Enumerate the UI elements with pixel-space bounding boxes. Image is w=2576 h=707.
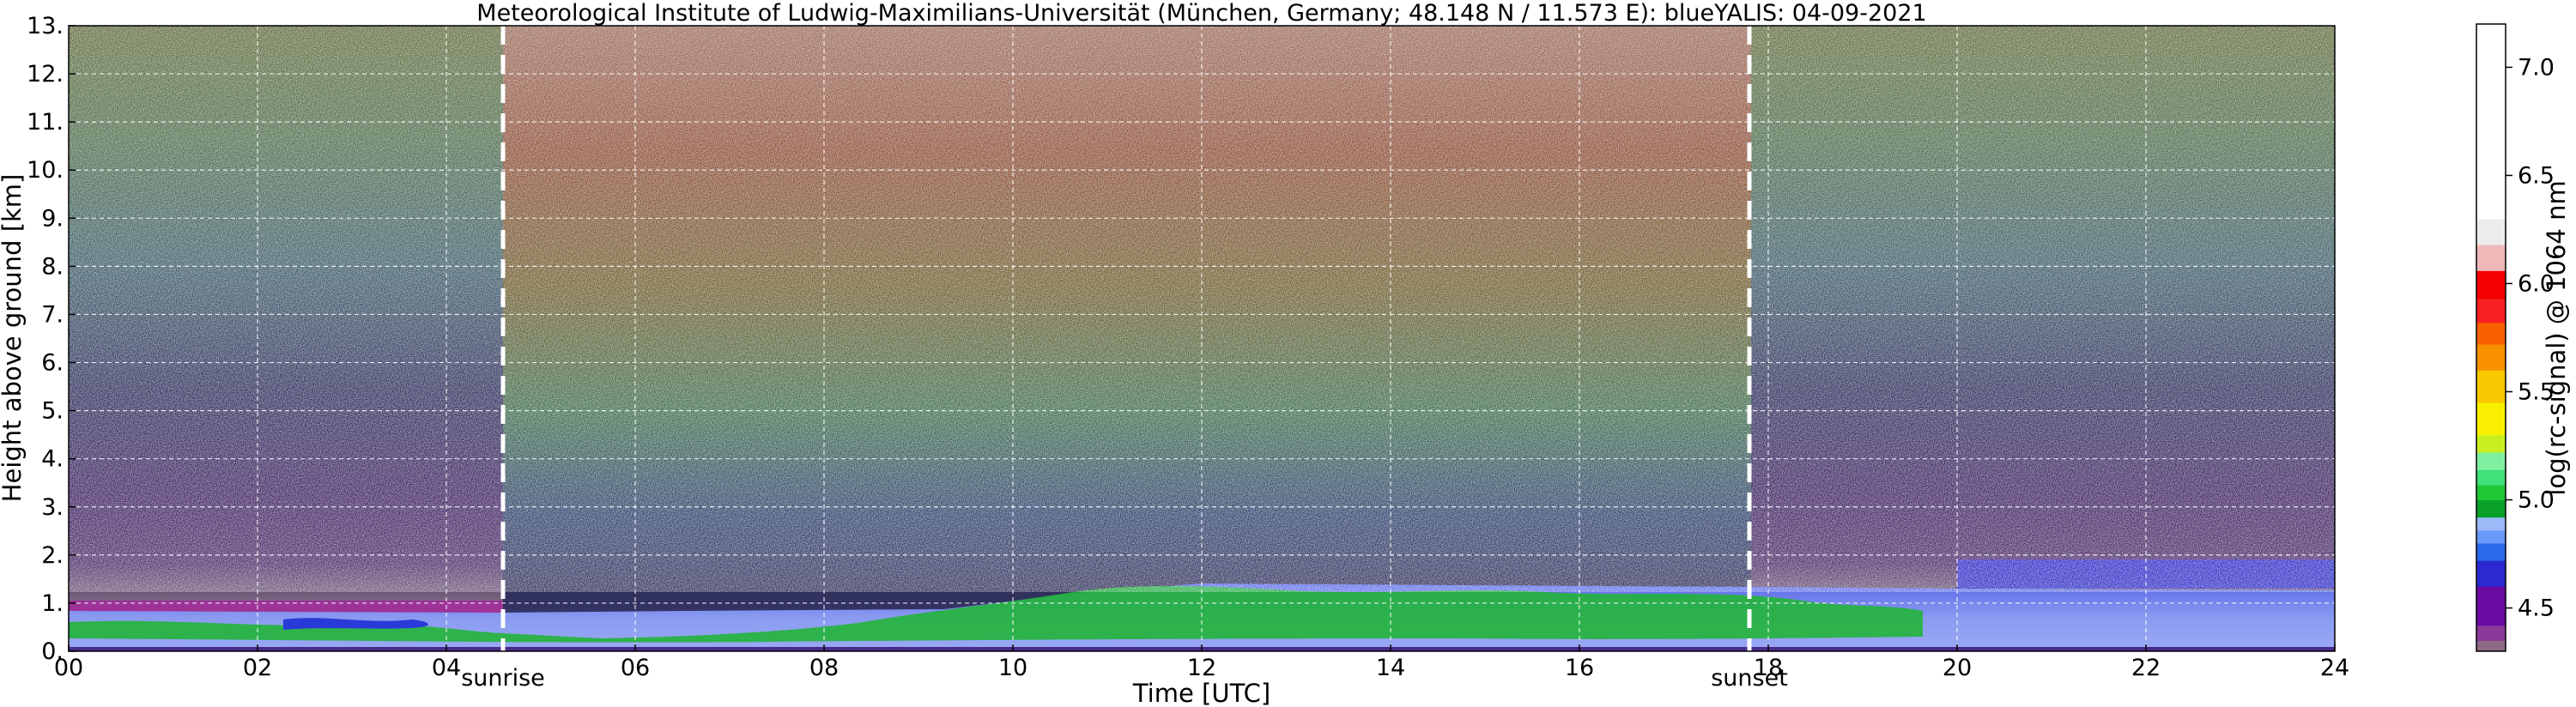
colorbar-tick-label: 7.0 [2518, 54, 2555, 81]
colorbar-segment [2476, 529, 2506, 544]
y-tick-label: 0. [41, 638, 64, 665]
colorbar-segment [2476, 484, 2506, 501]
y-tick-label: 5. [41, 398, 64, 425]
aerosol-layer-green [69, 586, 1923, 643]
colorbar-segment [2476, 517, 2506, 531]
y-axis-label: Height above ground [km] [0, 174, 27, 503]
colorbar-segment [2476, 625, 2506, 641]
colorbar-segment [2476, 299, 2506, 323]
colorbar [2476, 24, 2506, 652]
x-tick-label: 02 [243, 655, 272, 681]
colorbar-segment [2476, 586, 2506, 626]
colorbar-segment [2476, 322, 2506, 345]
y-tick-label: 8. [41, 253, 64, 280]
y-tick-label: 4. [41, 446, 64, 473]
colorbar-segment [2476, 434, 2506, 453]
colorbar-tick-label: 4.5 [2518, 595, 2555, 622]
gridlines [69, 26, 2335, 651]
x-tick-label: 14 [1376, 655, 1405, 681]
colorbar-segment [2476, 542, 2506, 561]
x-tick-label: 22 [2131, 655, 2161, 681]
colorbar-tick-label: 6.0 [2518, 270, 2555, 297]
y-tick-label: 11. [27, 109, 64, 136]
colorbar-ticks: 4.5 5.0 5.5 6.0 6.5 7.0 [2506, 54, 2555, 622]
colorbar-frame [2476, 23, 2506, 652]
x-axis-label: Time [UTC] [1132, 679, 1270, 707]
y-tick-label: 1. [41, 590, 64, 617]
sunrise-label: sunrise [461, 665, 545, 692]
x-axis-ticks: 00 02 04 06 08 10 12 14 16 18 20 22 24 [54, 644, 2349, 681]
colorbar-label: log(rc-signal) @ 1064 nm [2542, 180, 2571, 495]
y-tick-label: 6. [41, 350, 64, 377]
y-tick-label: 12. [27, 61, 64, 88]
x-tick-label: 20 [1943, 655, 1972, 681]
sunset-label: sunset [1711, 665, 1788, 692]
y-tick-label: 9. [41, 205, 64, 232]
colorbar-segment [2476, 469, 2506, 486]
x-tick-label: 18 [1754, 655, 1783, 681]
y-axis-ticks: 0. 1. 2. 3. 4. 5. 6. 7. 8. 9. 10. 11. 12. 13. [27, 13, 76, 665]
y-tick-label: 3. [41, 494, 64, 521]
colorbar-segment [2476, 344, 2506, 371]
colorbar-segment [2476, 402, 2506, 436]
blue-streak [283, 618, 428, 630]
colorbar-tick-label: 5.5 [2518, 379, 2555, 406]
x-tick-label: 16 [1565, 655, 1594, 681]
sun-event-lines: sunrise sunset [461, 26, 1788, 692]
y-tick-label: 10. [27, 157, 64, 184]
x-tick-label: 12 [1187, 655, 1216, 681]
colorbar-segment [2476, 24, 2506, 220]
colorbar-segment [2476, 218, 2506, 245]
x-tick-label: 08 [809, 655, 839, 681]
y-tick-label: 7. [41, 301, 64, 328]
magenta-layer [69, 601, 503, 613]
chart-title: Meteorological Institute of Ludwig-Maxim… [476, 0, 1926, 27]
colorbar-segment [2476, 499, 2506, 518]
colorbar-segment [2476, 452, 2506, 470]
colorbar-tick-label: 5.0 [2518, 487, 2555, 514]
colorbar-segment [2476, 560, 2506, 587]
x-tick-label: 04 [432, 655, 461, 681]
y-tick-label: 2. [41, 542, 64, 569]
colorbar-segment [2476, 370, 2506, 403]
colorbar-segment [2476, 245, 2506, 271]
y-tick-label: 13. [27, 13, 64, 39]
colorbar-segment [2476, 640, 2506, 652]
colorbar-tick-label: 6.5 [2518, 162, 2555, 189]
colorbar-segment [2476, 270, 2506, 299]
x-tick-label: 00 [54, 655, 83, 681]
x-tick-label: 24 [2320, 655, 2349, 681]
x-tick-label: 06 [621, 655, 650, 681]
x-tick-label: 10 [998, 655, 1027, 681]
